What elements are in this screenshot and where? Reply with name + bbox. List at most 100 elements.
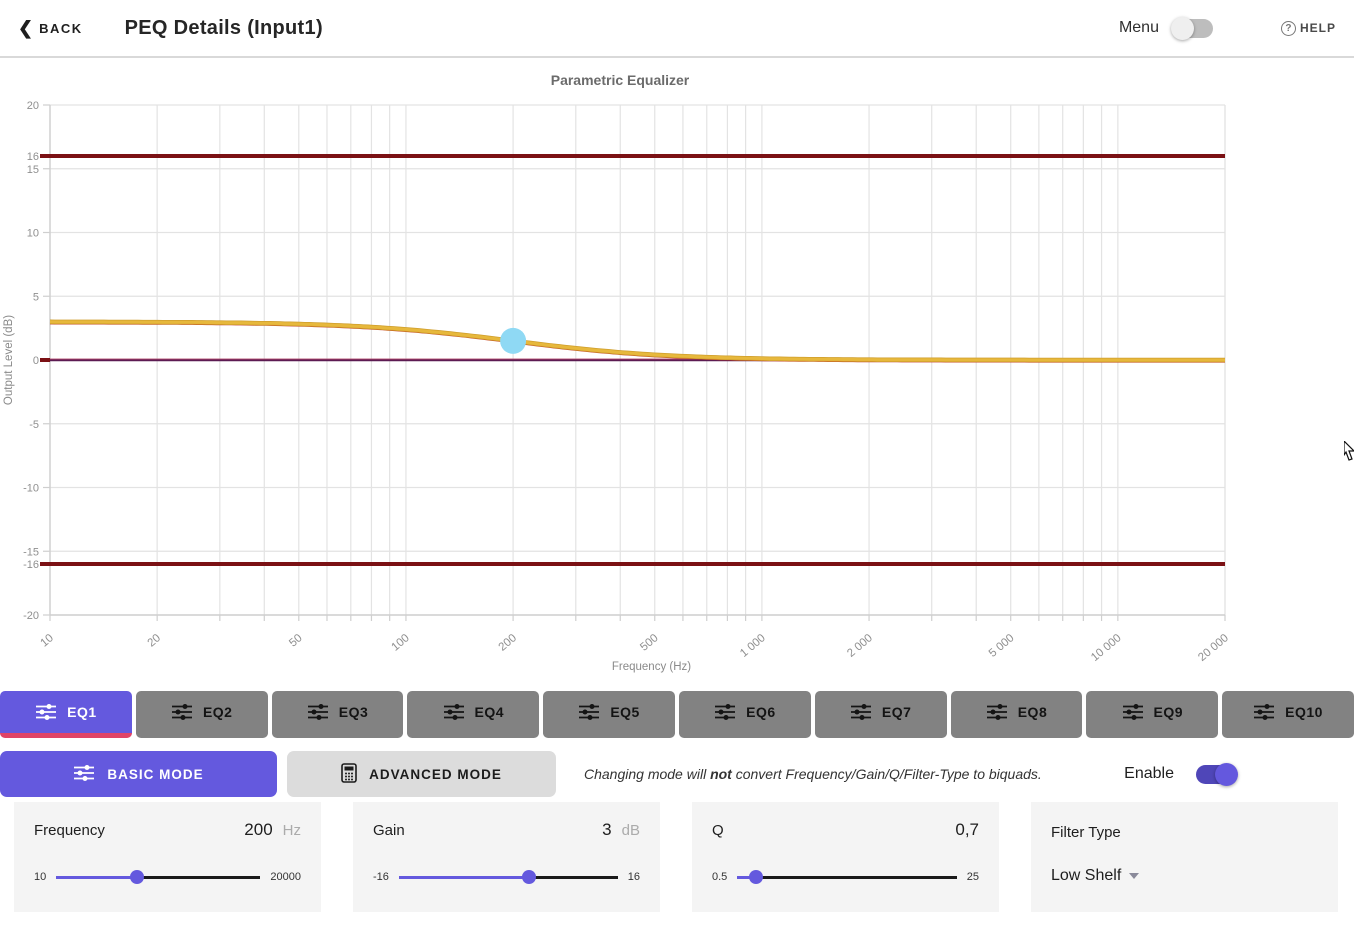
tab-eq5[interactable]: EQ5 — [543, 691, 675, 738]
frequency-max: 20000 — [270, 871, 301, 883]
q-slider[interactable] — [737, 870, 957, 884]
equalizer-sliders-icon — [578, 703, 600, 721]
tab-label: EQ8 — [1017, 704, 1048, 720]
svg-text:-5: -5 — [29, 419, 39, 431]
svg-text:20 000: 20 000 — [1196, 632, 1231, 664]
svg-text:5: 5 — [33, 291, 39, 303]
tab-label: EQ1 — [67, 704, 97, 720]
menu-label: Menu — [1118, 19, 1159, 36]
frequency-slider-thumb[interactable] — [129, 870, 144, 884]
chart-title: Parametric Equalizer — [550, 72, 690, 88]
tab-label: EQ6 — [746, 704, 776, 720]
tab-label: EQ5 — [610, 704, 640, 720]
tab-eq8[interactable]: EQ8 — [950, 691, 1083, 738]
equalizer-sliders-icon — [1253, 703, 1275, 721]
advanced-mode-button[interactable]: ADVANCED MODE — [287, 751, 556, 797]
svg-text:16: 16 — [27, 151, 39, 163]
eq1-band-curve — [49, 322, 1225, 363]
equalizer-sliders-icon — [307, 703, 329, 721]
chevron-left-icon: ❮ — [18, 18, 34, 38]
calculator-icon — [341, 762, 357, 786]
basic-mode-label: BASIC MODE — [107, 766, 204, 782]
enable-toggle[interactable] — [1196, 762, 1238, 786]
gain-max: 16 — [627, 871, 640, 883]
frequency-slider[interactable] — [56, 870, 261, 884]
equalizer-sliders-icon — [1122, 703, 1144, 721]
tab-label: EQ7 — [881, 704, 912, 720]
parameter-cards: Frequency 200 Hz 10 20000 Gain 3 dB -16 … — [14, 802, 1340, 912]
q-value: 0,7 — [955, 820, 979, 839]
svg-text:-15: -15 — [23, 546, 39, 558]
back-button[interactable]: ❮ BACK — [18, 19, 83, 37]
q-label: Q — [712, 822, 724, 839]
svg-text:Output Level (dB): Output Level (dB) — [3, 315, 15, 405]
equalizer-sliders-icon — [171, 703, 193, 721]
frequency-value: 200 — [244, 820, 273, 839]
svg-text:500: 500 — [638, 632, 660, 654]
q-min: 0.5 — [712, 871, 728, 883]
svg-text:15: 15 — [27, 164, 39, 176]
svg-text:1 000: 1 000 — [738, 632, 768, 660]
mode-change-note: Changing mode will not convert Frequency… — [584, 766, 1042, 782]
equalizer-sliders-icon — [714, 703, 736, 721]
frequency-unit: Hz — [282, 822, 301, 839]
gain-slider[interactable] — [398, 870, 618, 884]
tab-label: EQ10 — [1285, 704, 1323, 720]
toggle-knob — [1170, 16, 1194, 40]
gain-label: Gain — [373, 822, 405, 839]
svg-text:5 000: 5 000 — [987, 632, 1017, 660]
equalizer-sliders-icon — [443, 703, 465, 721]
filter-type-label: Filter Type — [1051, 824, 1121, 841]
frequency-min: 10 — [34, 871, 47, 883]
equalizer-sliders-icon — [986, 703, 1008, 721]
q-max: 25 — [966, 871, 979, 883]
enable-label: Enable — [1124, 765, 1174, 782]
gain-slider-thumb[interactable] — [521, 870, 536, 884]
svg-text:20: 20 — [27, 100, 39, 112]
tab-label: EQ3 — [338, 704, 369, 720]
toggle-knob — [1215, 762, 1238, 786]
eq1-band-handle[interactable] — [500, 327, 527, 354]
menu-toggle[interactable] — [1170, 16, 1213, 40]
tab-eq2[interactable]: EQ2 — [135, 691, 268, 738]
svg-text:10: 10 — [27, 228, 39, 240]
svg-text:200: 200 — [497, 632, 519, 654]
tab-eq10[interactable]: EQ10 — [1222, 691, 1354, 738]
basic-mode-button[interactable]: BASIC MODE — [0, 751, 277, 797]
chart-section: Parametric Equalizer 20 16 15 10 5 0 -5 -10 -15-… — [0, 72, 1354, 684]
tab-eq4[interactable]: EQ4 — [407, 691, 540, 738]
chevron-down-icon — [1129, 873, 1140, 879]
filter-type-dropdown[interactable]: Low Shelf — [1051, 867, 1318, 885]
tab-eq6[interactable]: EQ6 — [678, 691, 811, 738]
tab-eq3[interactable]: EQ3 — [271, 691, 404, 738]
gain-card: Gain 3 dB -16 16 — [353, 802, 660, 912]
help-button[interactable]: ? HELP — [1280, 20, 1336, 36]
equalizer-sliders-icon — [850, 703, 872, 721]
svg-text:Frequency (Hz): Frequency (Hz) — [612, 661, 691, 673]
overall-response-curve — [49, 320, 1225, 362]
tab-eq1[interactable]: EQ1 — [0, 691, 132, 738]
mode-row: BASIC MODE ADVANCED MODE Changing mode w… — [0, 751, 1354, 797]
gain-min: -16 — [373, 871, 389, 883]
page-title: PEQ Details (Input1) — [124, 16, 323, 39]
help-icon: ? — [1280, 20, 1296, 36]
advanced-mode-label: ADVANCED MODE — [369, 766, 502, 782]
header: ❮ BACK PEQ Details (Input1) Menu ? HELP — [0, 0, 1354, 58]
equalizer-sliders-icon — [73, 764, 95, 785]
frequency-label: Frequency — [34, 822, 105, 839]
tab-eq9[interactable]: EQ9 — [1086, 691, 1219, 738]
q-slider-thumb[interactable] — [749, 870, 764, 884]
svg-text:100: 100 — [389, 632, 411, 654]
tab-eq7[interactable]: EQ7 — [814, 691, 947, 738]
q-card: Q 0,7 0.5 25 — [692, 802, 999, 912]
gain-unit: dB — [621, 822, 640, 839]
svg-text:-20: -20 — [23, 610, 39, 622]
help-label: HELP — [1299, 21, 1336, 35]
gain-value: 3 — [602, 820, 612, 839]
svg-text:0: 0 — [33, 355, 39, 367]
equalizer-sliders-icon — [35, 703, 57, 721]
filter-type-card: Filter Type Low Shelf — [1031, 802, 1338, 912]
svg-text:50: 50 — [287, 632, 305, 649]
tab-label: EQ2 — [202, 704, 233, 720]
